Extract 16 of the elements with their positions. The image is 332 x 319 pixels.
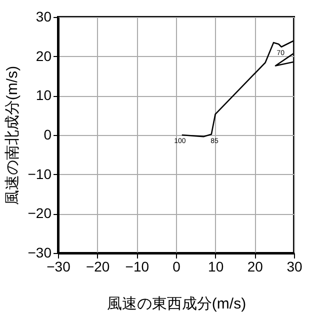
y-tick-label: 10 <box>36 87 52 104</box>
x-tick-label: 0 <box>172 258 181 274</box>
y-tick-label: 0 <box>44 126 52 142</box>
y-tick-label: −30 <box>28 244 52 260</box>
x-axis-title: 風速の東西成分(m/s) <box>106 296 246 312</box>
x-tick-label: −10 <box>125 258 150 274</box>
x-tick-label: 30 <box>286 258 302 274</box>
y-tick-label: 30 <box>36 8 52 24</box>
y-tick-label: −20 <box>28 205 52 222</box>
x-tick-label: 20 <box>247 258 264 274</box>
x-tick-label: 10 <box>208 258 224 274</box>
x-tick-label: −30 <box>46 258 71 274</box>
y-tick-label: 20 <box>36 48 52 64</box>
y-tick-label: −10 <box>28 166 52 182</box>
y-axis-title: 風速の南北成分(m/s) <box>4 66 21 206</box>
x-tick-label: −20 <box>86 258 110 274</box>
